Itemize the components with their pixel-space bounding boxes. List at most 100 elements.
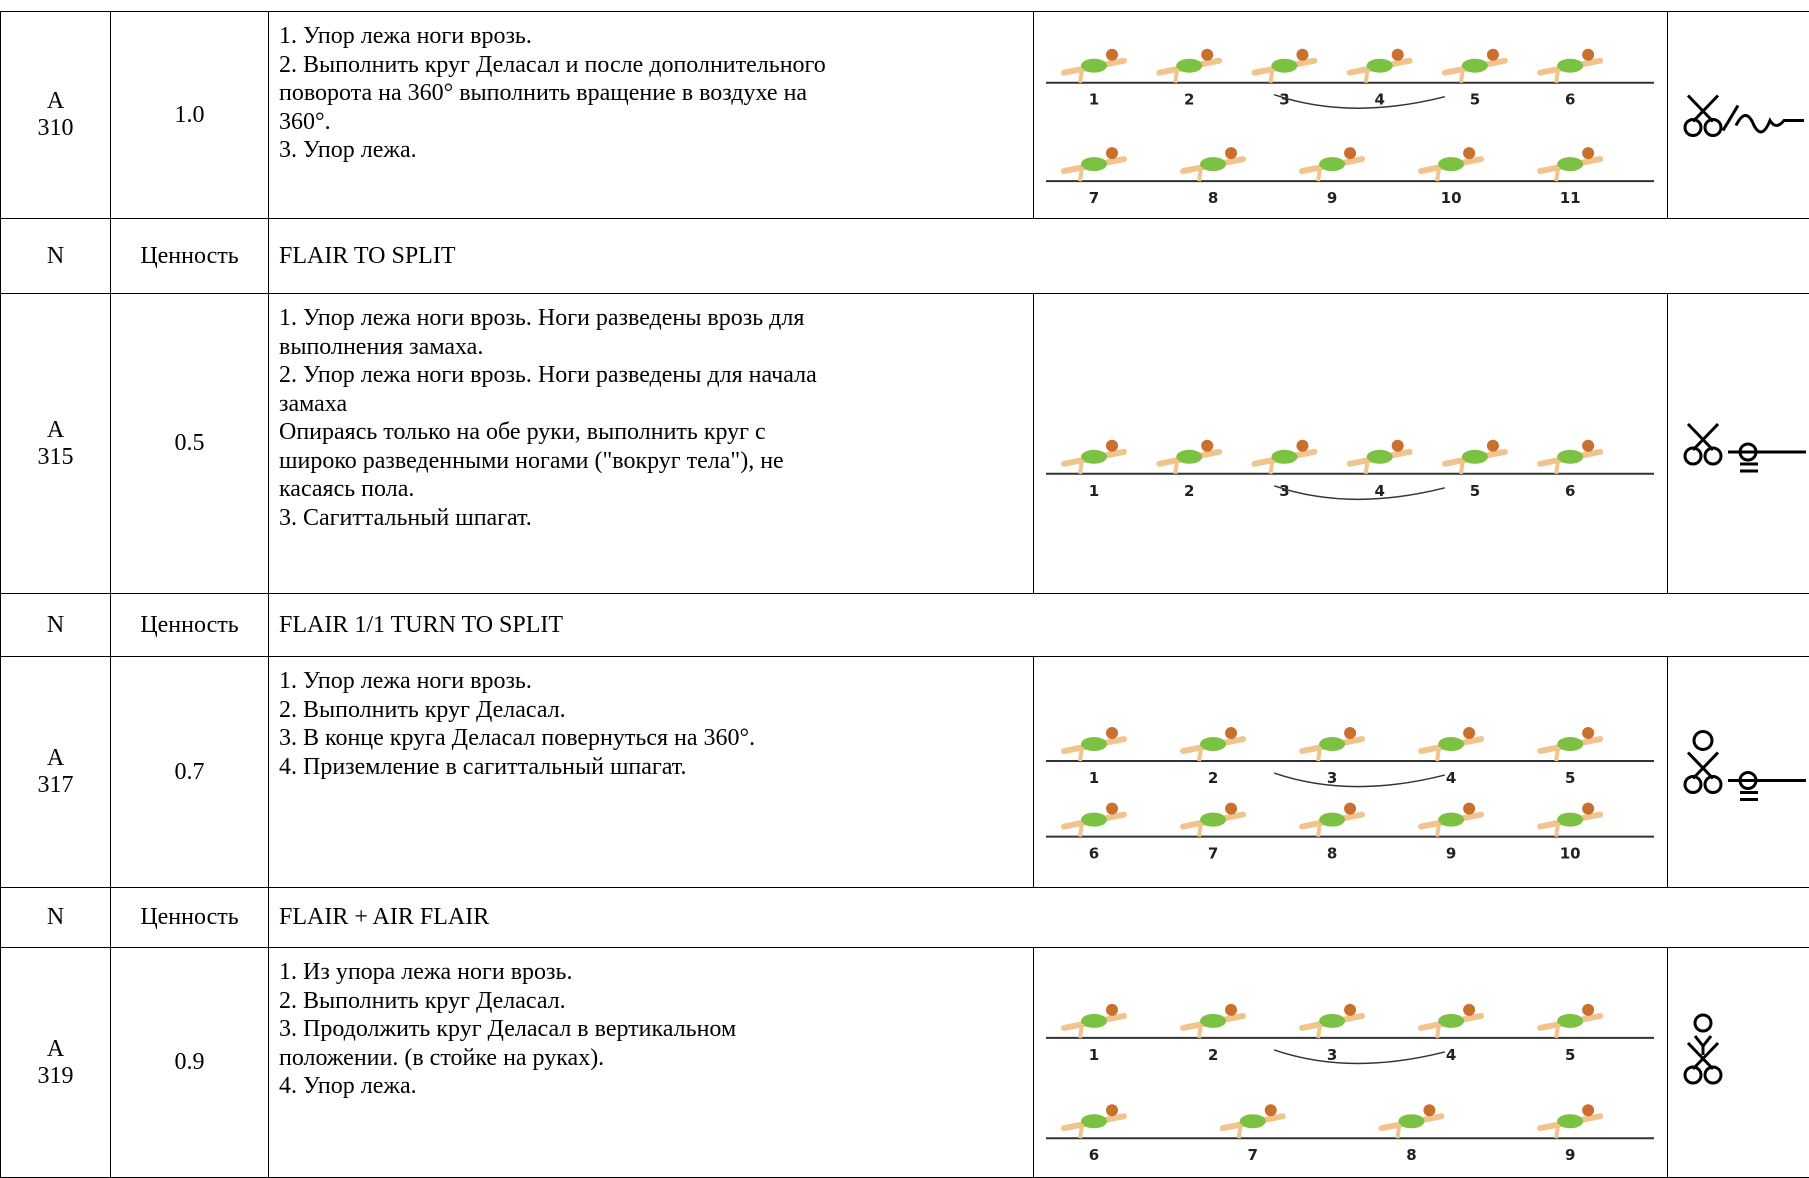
element-row: A 315 0.5 1. Упор лежа ноги врозь. Ноги раз… <box>0 293 1809 594</box>
gymnast-head <box>1201 48 1214 61</box>
gymnast-shirt <box>1319 156 1346 171</box>
figure-number: 6 <box>1565 481 1575 499</box>
gymnast-shirt <box>1366 449 1393 464</box>
gymnast-shirt <box>1557 58 1584 73</box>
gymnast-shirt <box>1081 156 1107 171</box>
gymnast-arm <box>1236 1123 1243 1139</box>
gymnast-shirt <box>1557 812 1584 827</box>
gymnast-head <box>1486 48 1499 61</box>
gymnast-arm <box>1078 821 1084 837</box>
figure-cell: 1 2 3 4 5 6 7 8 9 10 11 <box>1033 11 1668 219</box>
gymnast-head <box>1391 48 1404 61</box>
figure-number: 8 <box>1208 189 1218 207</box>
value-header: Ценность <box>110 887 269 948</box>
gymnast-shirt <box>1271 58 1298 73</box>
element-symbol <box>1683 1013 1723 1084</box>
figure-number: 3 <box>1279 481 1289 499</box>
figure-number: 1 <box>1089 90 1099 108</box>
description-cell: 1. Упор лежа ноги врозь. Ноги разведены … <box>268 293 1034 594</box>
gymnast-head <box>1344 726 1357 739</box>
value-cell: 1.0 <box>110 11 269 219</box>
gymnast-shirt <box>1438 1013 1465 1028</box>
value-header: Ценность <box>110 218 269 294</box>
name-row: N Ценность FLAIR TO SPLIT <box>0 218 1809 294</box>
gymnast-shirt <box>1081 736 1107 751</box>
code-part: 315 <box>37 443 74 470</box>
gymnast-arm <box>1435 821 1442 837</box>
gymnast-shirt <box>1319 1013 1346 1028</box>
description-line: 2. Выполнить круг Деласал и после дополн… <box>279 51 826 78</box>
figure-number: 4 <box>1446 769 1456 787</box>
gymnast-head <box>1582 48 1595 61</box>
figure-number: 6 <box>1089 844 1099 862</box>
gymnast-arm <box>1554 459 1561 474</box>
gymnast-head <box>1486 439 1499 452</box>
gymnast-arm <box>1197 821 1204 837</box>
element-name: FLAIR 1/1 TURN TO SPLIT <box>268 593 1809 657</box>
gymnast-shirt <box>1081 58 1107 73</box>
gymnast-shirt <box>1319 736 1346 751</box>
description-line: Опираясь только на обе руки, выполнить к… <box>279 419 766 445</box>
gymnast-shirt <box>1366 58 1393 73</box>
description-line: замаха <box>279 390 348 417</box>
element-row: A 317 0.7 1. Упор лежа ноги врозь. 2. Выполн… <box>0 656 1809 888</box>
gymnast-arm <box>1458 67 1465 83</box>
gymnast-arm <box>1078 1023 1084 1038</box>
description-line: 1. Упор лежа ноги врозь. <box>279 23 532 49</box>
figure-number: 9 <box>1327 189 1337 207</box>
symbol-ring <box>1683 1065 1703 1084</box>
gymnast-head <box>1296 48 1309 61</box>
figure-number: 8 <box>1327 844 1337 862</box>
gymnast-shirt <box>1271 449 1298 464</box>
figure-number: 7 <box>1089 189 1099 207</box>
figure-number: 2 <box>1184 481 1194 499</box>
figure-number: 2 <box>1208 1045 1218 1063</box>
page: A 310 1.0 1. Упор лежа ноги врозь. 2. Выполн… <box>0 11 1809 1178</box>
figure-cell: 1 2 3 4 5 6 7 8 9 10 <box>1033 656 1668 888</box>
gymnast-head <box>1264 1103 1277 1116</box>
figure-number: 1 <box>1089 1045 1099 1063</box>
gymnast-arm <box>1363 67 1370 83</box>
description-cell: 1. Из упора лежа ноги врозь. 2. Выполнить… <box>268 947 1034 1178</box>
gymnast-head <box>1106 726 1118 739</box>
figure-number: 1 <box>1089 481 1099 499</box>
symbol-cross <box>1686 750 1720 780</box>
figure-number: 6 <box>1565 90 1575 108</box>
figure-cell: 1 2 3 4 5 6 <box>1033 293 1668 594</box>
figure-number: 4 <box>1374 90 1384 108</box>
gymnast-arm <box>1435 1023 1442 1038</box>
code-cell: A 319 <box>0 947 111 1178</box>
gymnast-head <box>1201 439 1214 452</box>
description-line: 4. Приземление в сагиттальный шпагат. <box>279 753 687 780</box>
gymnast-head <box>1225 146 1238 159</box>
gymnast-head <box>1582 802 1595 815</box>
name-row: N Ценность FLAIR 1/1 TURN TO SPLIT <box>0 593 1809 657</box>
code-cell: N <box>0 593 111 657</box>
figure-number: 7 <box>1208 844 1218 862</box>
gymnast-shirt <box>1081 1013 1107 1028</box>
gymnast-arm <box>1268 67 1275 83</box>
figure-number: 6 <box>1089 1146 1099 1164</box>
symbol-cell <box>1667 947 1809 1178</box>
gymnast-head <box>1582 439 1595 452</box>
gymnast-arm <box>1554 67 1561 83</box>
gymnast-arm <box>1316 166 1323 181</box>
symbol-ring <box>1703 117 1723 137</box>
figure-number: 5 <box>1565 1045 1575 1063</box>
value-header: Ценность <box>110 593 269 657</box>
rotation-arrow <box>1273 484 1445 500</box>
gymnast-arm <box>1316 821 1323 837</box>
symbol-base <box>1728 778 1806 801</box>
figure: 1 2 3 4 5 6 7 8 9 10 <box>1046 726 1654 862</box>
gymnast-shirt <box>1200 812 1227 827</box>
gymnast-arm <box>1435 166 1442 181</box>
element-symbol <box>1683 93 1804 137</box>
figure-number: 9 <box>1446 844 1456 862</box>
gymnast-arm <box>1363 459 1370 474</box>
description-line: 3. Сагиттальный шпагат. <box>279 504 532 531</box>
figure-number: 8 <box>1406 1146 1416 1164</box>
code-part: A <box>46 88 65 114</box>
code-cell: N <box>0 887 111 948</box>
element-row: A 310 1.0 1. Упор лежа ноги врозь. 2. Выполн… <box>0 11 1809 219</box>
gymnast-head <box>1106 1103 1118 1116</box>
